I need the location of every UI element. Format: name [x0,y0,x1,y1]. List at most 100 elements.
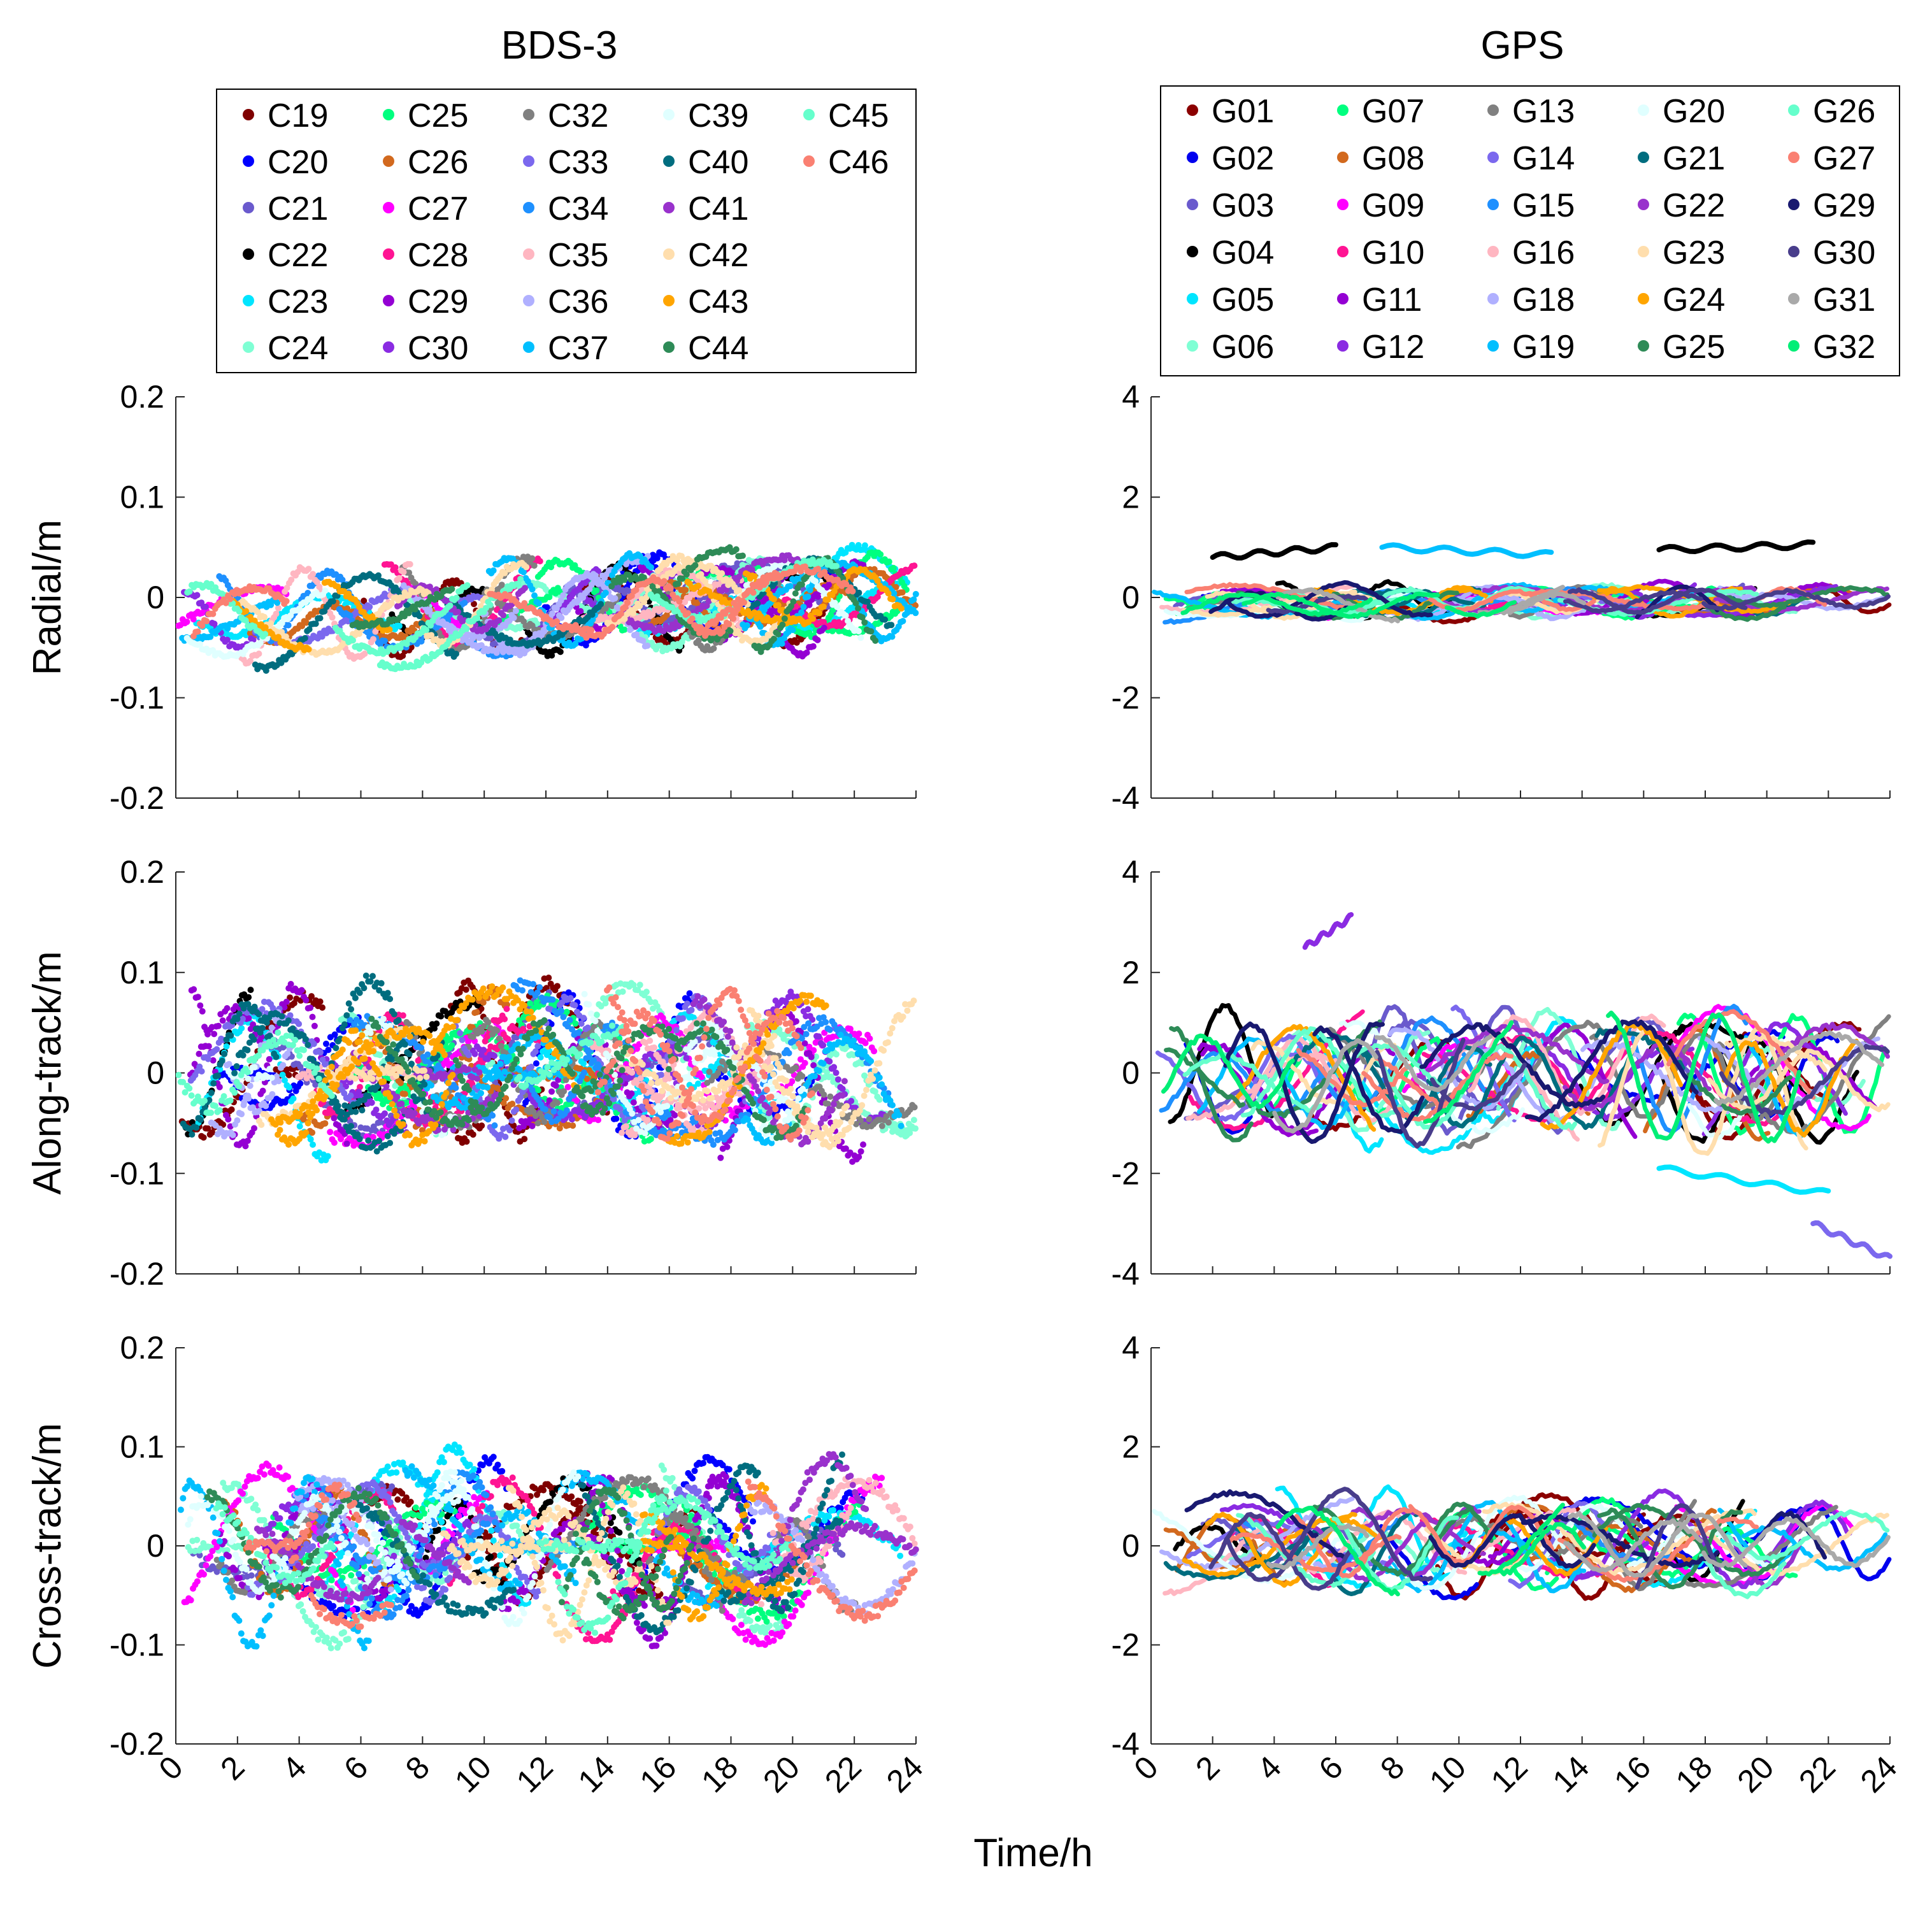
legend-marker-c26 [383,155,394,167]
data-point-c35 [255,650,262,657]
data-point-c29 [577,608,584,615]
data-point-c36 [478,642,485,649]
data-point-c19 [361,597,368,604]
legend-marker-c30 [383,341,394,353]
data-point-c35 [288,576,295,583]
data-point-c39 [857,634,864,641]
legend-label-c26: C26 [408,144,468,181]
data-point-c41 [500,612,507,618]
data-point-c39 [322,587,329,594]
legend-item-c28: C28 [383,237,468,274]
data-point-c36 [560,592,567,599]
legend-item-c27: C27 [383,190,468,227]
data-point-c36 [612,595,619,602]
data-point-c29 [826,582,833,589]
legend-label-c39: C39 [688,97,748,134]
data-point-c41 [748,566,755,573]
bds3-radial-series [176,541,919,674]
data-point-c37 [789,627,796,633]
legend-label-c24: C24 [268,330,328,367]
legend-label-c20: C20 [268,144,328,181]
data-point-c25 [885,558,892,565]
data-point-c42 [719,570,726,577]
data-point-c29 [803,649,810,656]
data-point-c44 [733,546,740,553]
legend-item-c20: C20 [243,144,328,181]
data-point-c35 [305,566,312,573]
data-point-c28 [911,562,918,569]
legend-marker-c37 [523,341,534,353]
legend-item-c46: C46 [803,144,889,181]
data-point-c37 [805,593,812,600]
data-point-c35 [370,636,376,643]
data-point-c30 [224,636,231,643]
data-point-c29 [806,601,813,608]
data-point-c34 [339,576,346,583]
legend-label-c32: C32 [548,97,608,134]
data-point-c40 [855,589,862,596]
data-point-c34 [461,599,468,606]
data-point-c43 [771,596,777,603]
legend-label-c44: C44 [688,330,748,367]
legend-label-c36: C36 [548,283,608,320]
legend-marker-c19 [243,109,254,120]
legend-item-c45: C45 [803,97,889,134]
data-point-c39 [834,603,841,610]
legend-item-c34: C34 [523,190,608,227]
data-point-c40 [329,598,336,604]
data-point-c35 [329,614,336,621]
legend-marker-c46 [803,155,815,167]
data-point-c25 [621,626,628,633]
data-point-c34 [285,622,292,629]
bds3-radial-ylabel: Radial/m [25,520,69,676]
data-point-c25 [877,551,884,558]
data-point-c42 [523,564,530,571]
data-point-c21 [626,587,633,594]
data-point-c37 [648,564,654,571]
data-point-c37 [778,640,785,647]
legend-item-c43: C43 [663,283,748,320]
data-point-c25 [890,564,897,571]
legend-label-c29: C29 [408,283,468,320]
legend-item-c19: C19 [243,97,328,134]
data-point-c20 [650,557,657,564]
legend-item-c37: C37 [523,330,608,367]
data-point-c23 [396,622,403,629]
data-point-c29 [810,643,817,650]
data-point-c27 [183,618,190,625]
legend-marker-c29 [383,295,394,306]
data-point-c37 [490,567,497,574]
data-point-c37 [912,610,919,617]
data-point-c26 [682,587,689,594]
data-point-c37 [891,590,898,597]
data-point-c19 [471,601,477,608]
data-point-c29 [814,636,821,643]
legend-marker-c43 [663,295,675,306]
legend-item-c33: C33 [523,144,608,181]
data-point-c34 [347,612,354,619]
data-point-c43 [305,646,312,653]
legend-item-c41: C41 [663,190,748,227]
data-point-c43 [751,573,758,580]
data-point-c24 [534,620,541,627]
legend-marker-c34 [523,202,534,213]
legend-label-c33: C33 [548,144,608,181]
data-point-c35 [396,575,403,582]
data-point-c37 [787,583,794,590]
legend-marker-c22 [243,248,254,260]
data-point-c37 [757,623,764,630]
data-point-c36 [510,615,517,621]
legend-item-c29: C29 [383,283,468,320]
data-point-c21 [487,635,494,641]
legend-item-c35: C35 [523,237,608,274]
legend-item-c36: C36 [523,283,608,320]
legend-marker-c36 [523,295,534,306]
data-point-c40 [416,613,423,620]
legend-label-c40: C40 [688,144,748,181]
data-point-c40 [754,600,761,607]
legend-label-c28: C28 [408,237,468,274]
data-point-c35 [634,592,640,599]
legend-item-c23: C23 [243,283,328,320]
bds3-legend: C19C20C21C22C23C24C25C26C27C28C29C30C32C… [216,89,917,373]
data-point-c23 [861,542,868,549]
